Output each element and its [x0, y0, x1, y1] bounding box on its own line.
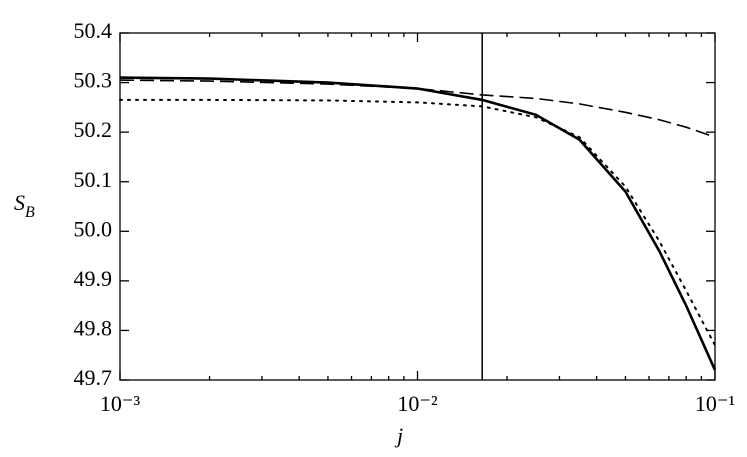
y-tick-label: 49.8: [74, 315, 113, 340]
series-line: [119, 76, 717, 371]
x-tick-label: 10⁻¹: [695, 391, 735, 416]
y-tick-label: 50.4: [74, 18, 113, 43]
x-tick-label: 10⁻³: [100, 391, 141, 416]
y-tick-label: 50.0: [74, 216, 113, 241]
x-axis-label: j: [394, 423, 403, 448]
y-tick-label: 49.9: [74, 266, 113, 291]
y-tick-label: 50.2: [74, 117, 113, 142]
x-tick-label: 10⁻²: [397, 391, 438, 416]
y-axis-label-subscript: B: [25, 204, 35, 221]
plot-frame: [119, 32, 716, 381]
y-tick-label: 50.1: [74, 167, 113, 192]
y-axis-label-main: S: [14, 190, 25, 215]
y-tick-label: 50.3: [74, 68, 113, 93]
y-tick-label: 49.7: [74, 365, 113, 390]
y-axis-label: SB: [14, 190, 35, 221]
series-line: [119, 98, 716, 347]
series-line: [119, 79, 716, 138]
